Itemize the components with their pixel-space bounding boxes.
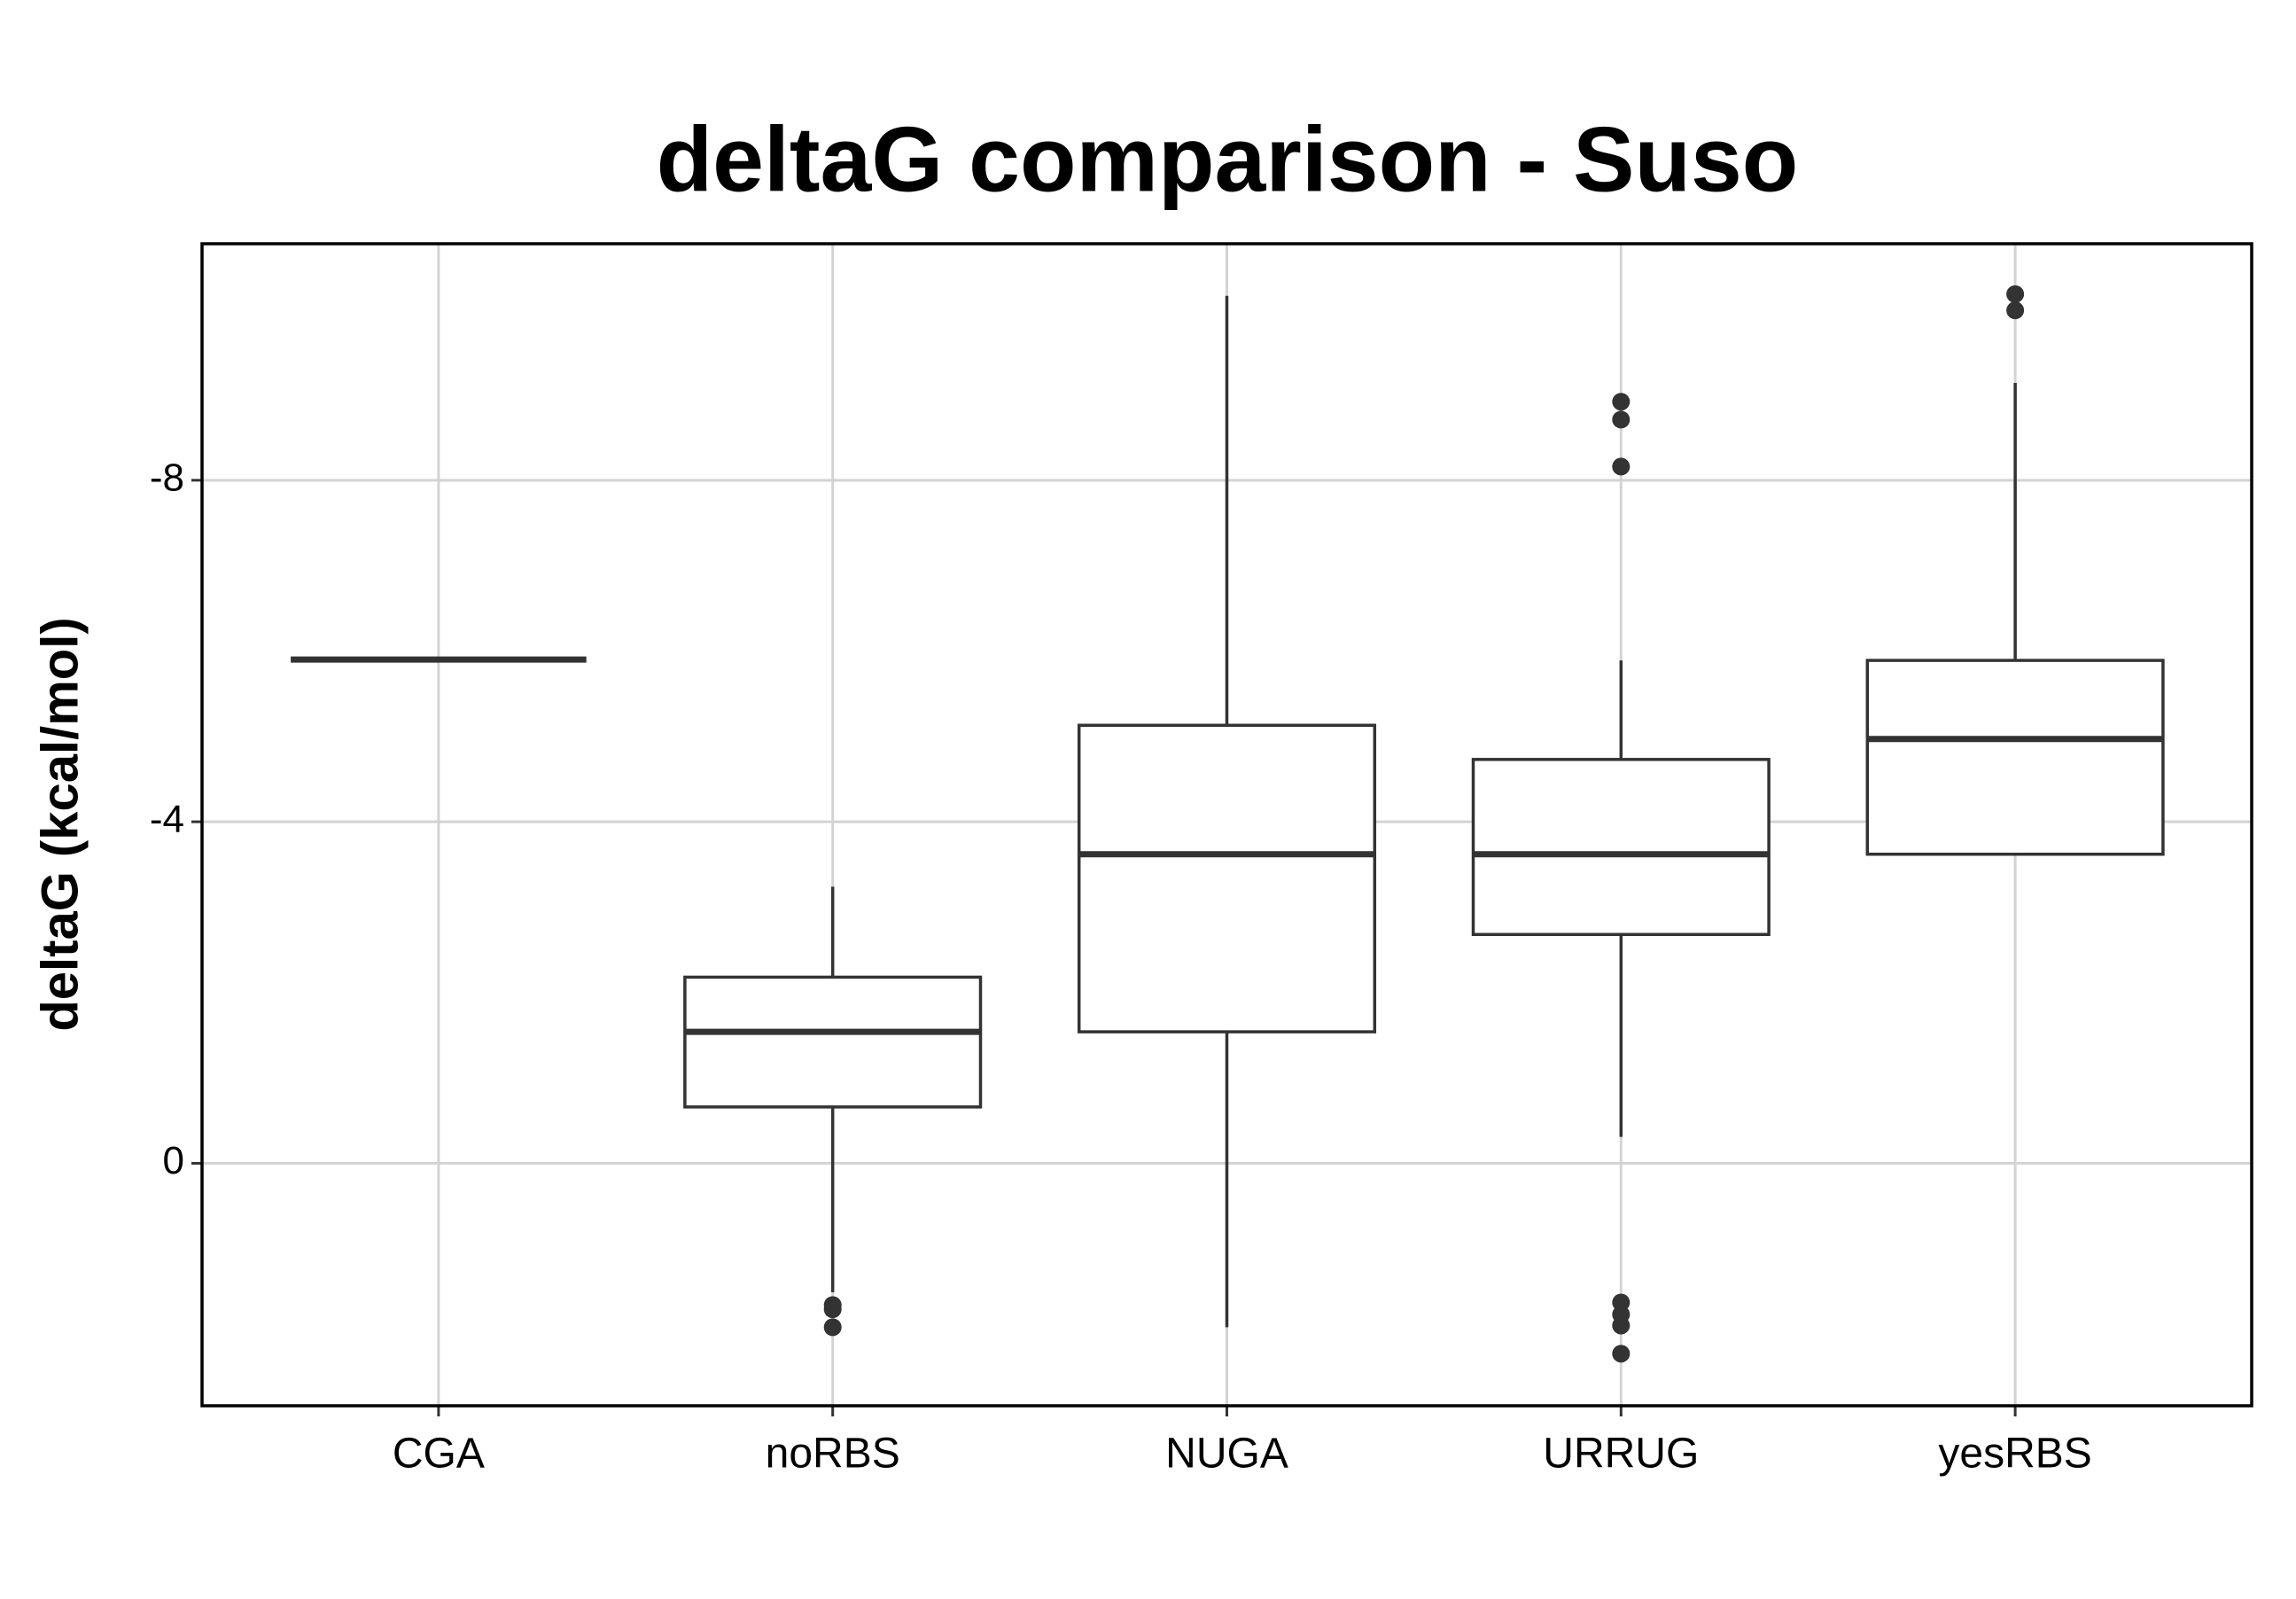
- box: [1865, 659, 2165, 856]
- x-tick-label: yesRBS: [1938, 1431, 2091, 1478]
- outlier: [2006, 301, 2025, 320]
- outlier: [1612, 393, 1631, 411]
- x-tick-label: CGA: [393, 1431, 485, 1478]
- plot-border: [200, 242, 2253, 1408]
- x-tick-label: noRBS: [766, 1431, 900, 1478]
- outlier: [2006, 285, 2025, 303]
- chart-title: deltaG comparison - Suso: [657, 108, 1799, 211]
- y-tick-label: 0: [163, 1139, 184, 1182]
- outlier: [1612, 410, 1631, 429]
- y-tick-label: -8: [150, 456, 184, 499]
- box: [683, 975, 983, 1109]
- box: [1077, 723, 1377, 1034]
- y-axis-label: deltaG (kcal/mol): [31, 617, 89, 1031]
- outlier: [1612, 1316, 1631, 1335]
- outlier: [1612, 1345, 1631, 1363]
- outlier: [823, 1300, 842, 1319]
- outlier: [1612, 457, 1631, 476]
- y-tick-label: -4: [150, 798, 184, 841]
- x-tick-label: URRUG: [1543, 1431, 1699, 1478]
- outlier: [823, 1318, 842, 1337]
- box: [1471, 758, 1771, 937]
- x-tick-label: NUGA: [1165, 1431, 1288, 1478]
